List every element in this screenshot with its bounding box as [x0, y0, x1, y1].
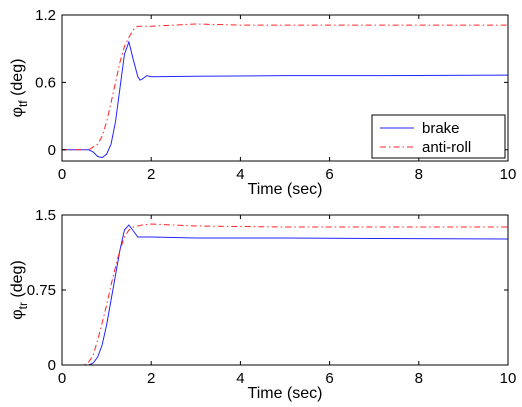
plot-frame — [61, 14, 509, 162]
series-line-anti-roll — [62, 23, 508, 151]
x-tick-label: 10 — [500, 370, 517, 387]
x-tick-label: 2 — [147, 166, 155, 183]
y-axis-label-subscript: tr — [16, 302, 30, 309]
x-axis-label: Time (sec) — [248, 385, 323, 402]
y-tick-label: 0 — [48, 357, 56, 374]
y-axis-label-subscript: tf — [16, 100, 30, 107]
series-line-anti-roll — [62, 223, 508, 365]
x-tick-label: 8 — [415, 166, 423, 183]
y-tick-label: 1.2 — [35, 7, 56, 24]
legend-entry: brake — [422, 120, 460, 137]
y-tick-label: 0 — [48, 142, 56, 159]
legend: brake anti-roll — [371, 114, 506, 159]
x-tick-label: 4 — [236, 166, 244, 183]
y-axis-label-unit: (deg) — [9, 59, 26, 101]
x-tick-label: 6 — [325, 370, 333, 387]
y-axis-label-symbol: φ — [9, 107, 26, 117]
x-tick-label: 10 — [500, 166, 517, 183]
y-axis-label-symbol: φ — [9, 309, 26, 319]
series-line-brake — [62, 40, 508, 159]
x-tick-label: 2 — [147, 370, 155, 387]
x-tick-label: 8 — [415, 370, 423, 387]
legend-box — [371, 114, 506, 159]
y-tick-label: 0.6 — [35, 74, 56, 91]
y-tick-label: 1.5 — [35, 207, 56, 224]
y-tick-label: 0.75 — [27, 282, 56, 299]
legend-entry: anti-roll — [422, 139, 471, 156]
y-axis-label-unit: (deg) — [9, 260, 26, 302]
series-line-brake — [62, 224, 508, 365]
x-tick-label: 0 — [58, 166, 66, 183]
y-axis-label: φtf (deg) — [9, 59, 30, 118]
panel-2: 0 2 4 6 8 10 0 0.75 1.5 Time (sec) φtr (deg) — [9, 207, 516, 402]
x-tick-label: 6 — [325, 166, 333, 183]
x-axis-label: Time (sec) — [248, 181, 323, 198]
x-tick-label: 0 — [58, 370, 66, 387]
y-axis-label: φtr (deg) — [9, 260, 30, 320]
panel-1: 0 2 4 6 8 10 0 0.6 1.2 Time (sec) φtf (deg) brake an… — [9, 7, 516, 198]
x-tick-label: 4 — [236, 370, 244, 387]
